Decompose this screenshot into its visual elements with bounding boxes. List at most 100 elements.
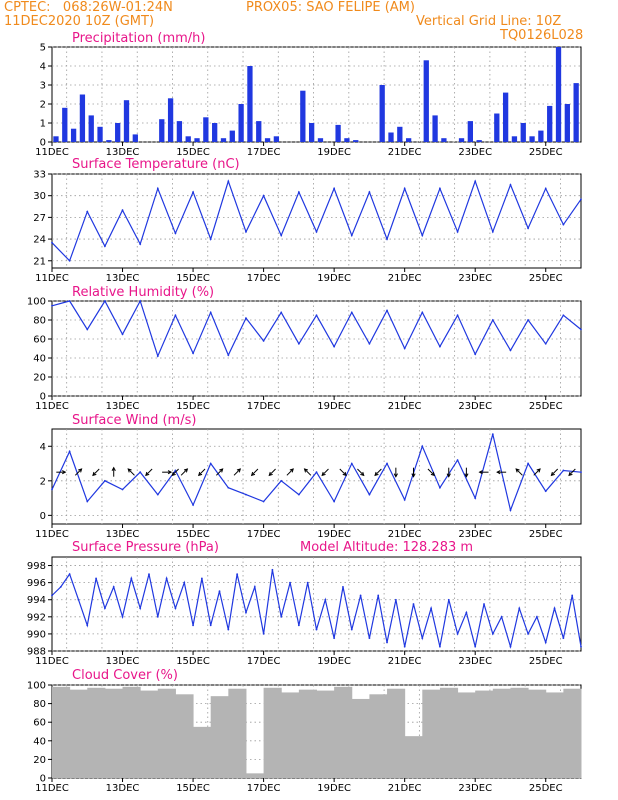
cloud-bar — [263, 687, 282, 778]
wind-arrowhead — [62, 470, 67, 475]
data-point — [192, 191, 194, 193]
data-point — [297, 191, 300, 193]
precip-bar — [300, 90, 306, 142]
data-point — [121, 615, 124, 618]
wind-arrow — [127, 468, 135, 476]
wind-arrowhead — [321, 471, 326, 477]
data-point — [262, 194, 265, 197]
precip-bar — [538, 130, 544, 142]
precip-bar — [256, 121, 262, 142]
cloud-bar — [52, 686, 71, 778]
x-tick-label: 13DEC — [106, 529, 140, 540]
x-tick-label: 19DEC — [317, 529, 351, 540]
wind-arrow — [568, 468, 576, 476]
data-point — [544, 187, 547, 190]
data-point — [403, 187, 406, 190]
data-point — [139, 607, 142, 610]
data-point — [562, 223, 565, 226]
precip-bar — [176, 121, 183, 142]
data-point — [350, 628, 353, 631]
y-tick-label: 994 — [27, 595, 46, 606]
data-point — [562, 469, 565, 472]
y-tick-label: 100 — [27, 297, 46, 308]
panel-title: Cloud Cover (%) — [72, 668, 178, 683]
data-point — [509, 645, 512, 648]
cloud-bar — [104, 688, 124, 778]
y-tick-label: 20 — [33, 755, 46, 766]
precip-bar — [229, 130, 235, 142]
y-tick-label: 60 — [33, 718, 46, 729]
x-tick-label: 23DEC — [458, 273, 492, 284]
data-point — [518, 607, 521, 610]
data-point — [553, 607, 556, 610]
data-point — [218, 590, 221, 593]
precip-bar — [203, 117, 209, 142]
data-point — [342, 586, 344, 588]
x-tick-label: 19DEC — [317, 656, 351, 667]
data-point — [209, 462, 212, 465]
x-tick-label: 15DEC — [176, 273, 210, 284]
wind-arrowhead — [236, 468, 242, 473]
wind-arrowhead — [342, 471, 347, 477]
data-point — [262, 340, 265, 342]
wind-arrow — [74, 468, 82, 476]
data-point — [245, 230, 247, 233]
wind-arrow — [92, 468, 100, 476]
wind-arrow — [533, 468, 541, 476]
wind-arrowhead — [478, 470, 483, 475]
x-tick-label: 23DEC — [458, 529, 492, 540]
y-tick-label: 2 — [40, 100, 46, 111]
data-point — [121, 209, 124, 212]
data-point — [86, 624, 89, 627]
data-point — [403, 498, 406, 501]
x-tick-label: 25DEC — [529, 656, 563, 667]
data-point — [580, 645, 582, 648]
data-point — [368, 191, 371, 193]
data-point — [51, 304, 53, 307]
y-tick-label: 992 — [27, 612, 46, 623]
x-tick-label: 25DEC — [529, 783, 563, 794]
data-point — [403, 347, 406, 350]
data-point — [368, 637, 371, 640]
precip-bar — [159, 119, 165, 142]
data-point — [280, 234, 283, 237]
data-point — [174, 607, 177, 610]
precip-bar — [511, 136, 518, 142]
precip-bar — [264, 138, 271, 142]
wind-arrow — [145, 468, 153, 476]
x-tick-label: 23DEC — [458, 656, 492, 667]
data-point — [51, 594, 53, 597]
precip-bar — [388, 132, 394, 142]
precip-bar — [405, 138, 412, 142]
x-tick-label: 17DEC — [247, 529, 281, 540]
model-altitude-label: Model Altitude: 128.283 m — [300, 540, 473, 555]
data-point — [156, 187, 159, 190]
data-point — [104, 607, 106, 610]
data-point — [280, 615, 283, 618]
data-point — [209, 238, 212, 240]
data-point — [333, 345, 336, 348]
precip-bar — [212, 123, 218, 142]
data-point — [139, 243, 142, 246]
x-tick-label: 25DEC — [529, 401, 563, 412]
cloud-bar — [387, 688, 406, 778]
cloud-bar — [122, 686, 141, 778]
wind-arrowhead — [393, 473, 398, 478]
precip-bar — [344, 138, 350, 142]
data-point — [253, 586, 256, 588]
data-point — [86, 328, 89, 331]
wind-arrow — [357, 468, 365, 476]
wind-arrowhead — [219, 468, 224, 473]
y-tick-label: 40 — [33, 736, 46, 747]
y-tick-label: 33 — [33, 170, 46, 181]
data-point — [439, 345, 441, 348]
data-point — [139, 471, 142, 474]
panel-3: 0 20 40 60 80 100 11DEC 13DEC 15DEC 17DEC 19DEC 21D… — [27, 285, 582, 412]
x-tick-label: 11DEC — [35, 783, 69, 794]
y-tick-label: 24 — [33, 235, 46, 246]
data-point — [333, 187, 336, 190]
data-point — [562, 314, 565, 317]
cloud-bar — [475, 690, 494, 778]
cloud-bar — [157, 688, 176, 778]
precip-bar — [273, 136, 280, 142]
